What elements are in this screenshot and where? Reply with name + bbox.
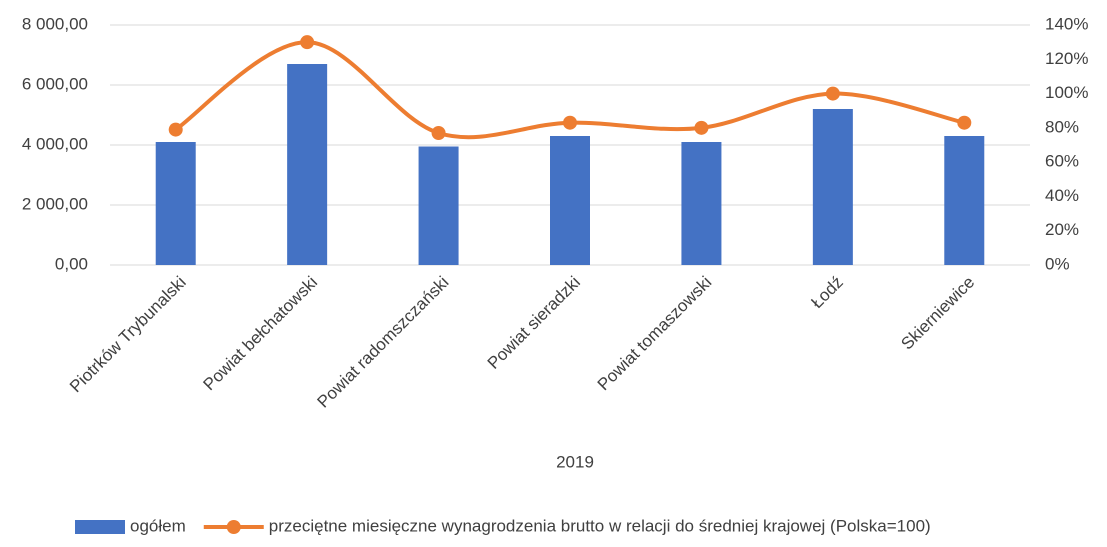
y2-tick-label: 120% xyxy=(1045,49,1088,68)
line-marker xyxy=(825,86,840,101)
y2-tick-label: 60% xyxy=(1045,152,1079,171)
line-marker xyxy=(168,122,183,137)
bar xyxy=(287,64,328,265)
y2-tick-label: 100% xyxy=(1045,83,1088,102)
line-marker xyxy=(957,115,972,130)
x-tick-label: Powiat bełchatowski xyxy=(199,273,321,395)
x-tick-label: Powiat radomszczański xyxy=(314,273,453,412)
line-marker xyxy=(563,115,577,130)
x-tick-label: Skierniewice xyxy=(897,273,978,354)
y2-tick-label: 0% xyxy=(1045,254,1070,273)
x-axis-label: 2019 xyxy=(556,452,594,471)
x-tick-label: Powiat tomaszowski xyxy=(594,273,716,395)
bar xyxy=(550,136,590,265)
y2-tick-label: 20% xyxy=(1045,220,1079,239)
y-tick-label: 8 000,00 xyxy=(22,14,88,33)
y-tick-label: 0,00 xyxy=(55,254,88,273)
bar xyxy=(812,109,853,265)
x-tick-label: Powiat sieradzki xyxy=(484,273,584,373)
legend-label: ogółem xyxy=(130,516,186,535)
bar xyxy=(944,136,985,265)
line-marker xyxy=(431,126,446,140)
y-tick-label: 4 000,00 xyxy=(22,134,88,153)
y2-tick-label: 80% xyxy=(1045,117,1079,136)
y2-tick-label: 140% xyxy=(1045,14,1088,33)
bar xyxy=(418,146,459,265)
x-tick-label: Łodź xyxy=(807,273,847,313)
line-marker xyxy=(694,120,709,135)
line-marker xyxy=(300,35,315,50)
y-tick-label: 2 000,00 xyxy=(22,194,88,213)
legend-swatch xyxy=(226,520,241,534)
legend-swatch xyxy=(75,520,125,534)
bar xyxy=(681,142,722,265)
x-tick-label: Piotrków Trybunalski xyxy=(66,273,190,397)
legend-label: przeciętne miesięczne wynagrodzenia brut… xyxy=(269,516,931,535)
bar xyxy=(155,142,196,265)
y-tick-label: 6 000,00 xyxy=(22,74,88,93)
y2-tick-label: 40% xyxy=(1045,186,1079,205)
